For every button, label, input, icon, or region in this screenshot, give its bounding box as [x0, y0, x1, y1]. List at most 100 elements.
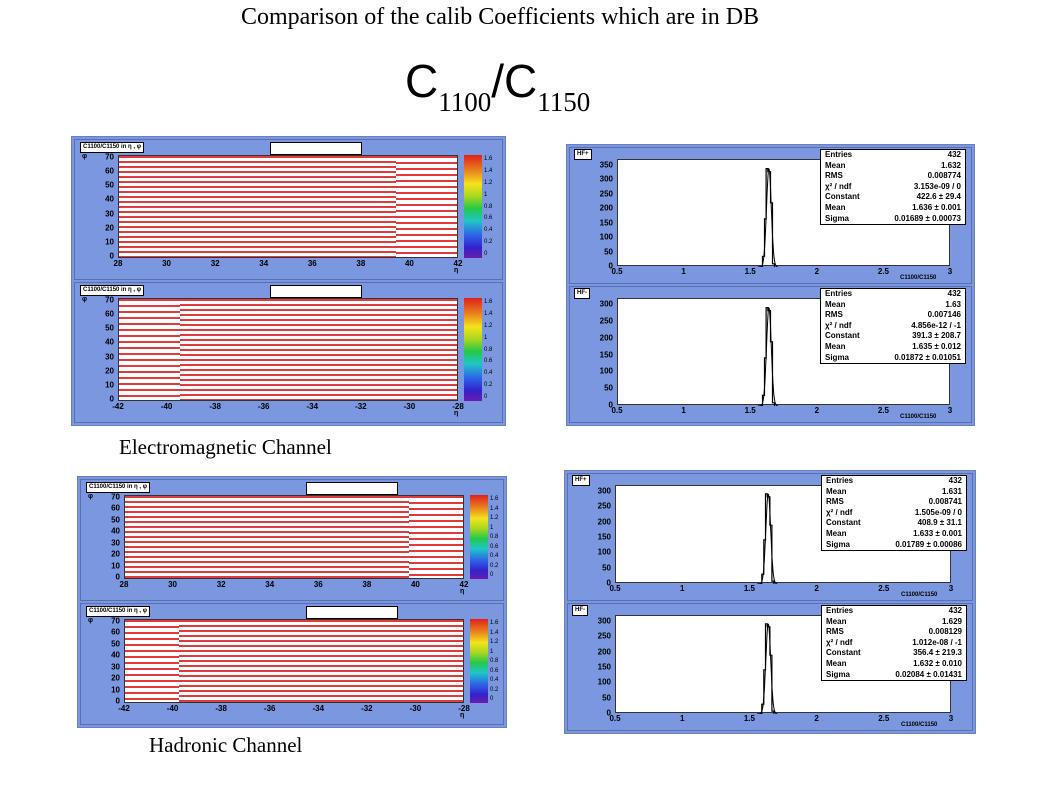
hist-x-tick-label: 1	[679, 584, 685, 593]
map-x-tick-label: -32	[355, 402, 367, 411]
map-y-tick-label: 30	[105, 352, 114, 362]
stats-key: Entries	[826, 606, 854, 615]
em-plus-map: C1100/C1150 in η , φ φ 70 60 50 40 30 20 10 0 28 30…	[74, 139, 503, 280]
map-legend-box	[270, 285, 362, 298]
hist-y-tick-label: 150	[597, 532, 611, 542]
hist-y-tick-label: 300	[597, 486, 611, 496]
hist-y-tick-label: 100	[597, 547, 611, 557]
map-phi-label: φ	[88, 493, 94, 500]
stats-value: 356.4 ± 219.3	[913, 648, 962, 658]
map-phi-label: φ	[82, 153, 88, 160]
map-y-tick-label: 20	[105, 366, 114, 376]
stats-box: Entries 432 Mean 1.63 RMS 0.007146 χ² / ndf 4.8…	[820, 288, 966, 365]
hist-x-tick-label: 1.5	[743, 714, 755, 723]
hist-y-tick-label: 150	[597, 662, 611, 672]
map-title-label: C1100/C1150 in η , φ	[86, 606, 150, 617]
colorbar-tick-label: 0.4	[490, 553, 499, 559]
hist-y-tick-label: 250	[599, 316, 613, 326]
map-x-tick-label: -38	[209, 402, 221, 411]
map-legend-box	[270, 142, 362, 155]
map-eta-label: η	[454, 267, 459, 274]
stats-key: Mean	[825, 341, 846, 351]
map-x-tick-label: 32	[216, 580, 226, 589]
hist-y-tick-label: 100	[599, 232, 613, 242]
stats-row: χ² / ndf 4.856e-12 / -1	[821, 321, 965, 332]
map-x-tick-label: 36	[307, 259, 317, 268]
stats-value: 0.008129	[928, 627, 962, 637]
map-y-tick-label: 60	[105, 309, 114, 319]
hist-y-tick-label: 50	[604, 247, 613, 257]
colorbar-tick-label: 1.2	[484, 322, 493, 329]
hist-y-tick-label: 350	[599, 160, 613, 170]
stats-value: 1.632 ± 0.010	[913, 658, 962, 668]
map-phi-label: φ	[82, 296, 88, 303]
map-phi-label: φ	[88, 617, 94, 624]
colorbar-tick-label: 1.6	[490, 620, 499, 626]
stats-row: Entries 432	[822, 476, 966, 487]
map-y-tick-label: 40	[105, 337, 114, 347]
map-x-tick-label: -40	[160, 402, 173, 411]
colorbar-tick-label: 0.6	[484, 358, 493, 365]
map-y-tick-label: 60	[111, 627, 120, 637]
colorbar-tick-label: 1.4	[484, 167, 493, 174]
stats-box: Entries 432 Mean 1.632 RMS 0.008774 χ² / ndf 3.…	[820, 149, 966, 226]
map-y-tick-label: 30	[111, 538, 120, 548]
map-x-tick-label: -30	[409, 704, 422, 713]
stats-row: χ² / ndf 3.153e-09 / 0	[821, 182, 965, 193]
map-y-tick-label: 30	[111, 662, 120, 672]
map-x-tick-label: 28	[119, 580, 129, 589]
hist-x-tick-label: 0.5	[609, 584, 621, 593]
map-y-tick-label: 40	[111, 650, 120, 660]
em-caption: Electromagnetic Channel	[119, 435, 332, 459]
colorbar-tick-label: 1	[484, 191, 488, 198]
stats-value: 432	[948, 606, 962, 615]
map-legend-box	[306, 606, 398, 619]
hist-y-tick-label: 0	[608, 400, 613, 410]
stats-key: RMS	[825, 310, 843, 320]
colorbar-tick-label: 1.2	[490, 515, 499, 521]
stats-row: χ² / ndf 1.012e-08 / -1	[822, 638, 966, 649]
hist-x-axis-label: C1100/C1150	[901, 592, 938, 598]
hist-y-tick-label: 0	[606, 708, 611, 718]
hist-x-tick-label: 1.5	[744, 267, 756, 276]
map-y-tick-label: 10	[111, 685, 120, 695]
stats-row: Entries 432	[822, 606, 966, 617]
colorbar-tick-label: 0.2	[484, 239, 493, 246]
map-cells	[125, 496, 409, 578]
colorbar-tick-label: 1.4	[484, 310, 493, 317]
map-title-label: C1100/C1150 in η , φ	[80, 285, 144, 296]
map-y-tick-label: 20	[111, 673, 120, 683]
fit-curve	[760, 306, 778, 406]
hist-x-tick-label: 3	[948, 714, 954, 723]
had-caption: Hadronic Channel	[149, 733, 303, 757]
map-title-label: C1100/C1150 in η , φ	[80, 142, 144, 153]
hist-tag: HF+	[572, 475, 590, 486]
map-cells-edge	[125, 620, 180, 702]
colorbar-tick-label: 0	[490, 696, 494, 702]
colorbar-tick-label: 0	[490, 572, 494, 578]
hist-y-tick-label: 50	[604, 383, 613, 393]
map-cells-edge	[396, 156, 457, 257]
stats-value: 1.63	[945, 299, 961, 309]
hist-y-tick-label: 300	[599, 299, 613, 309]
stats-key: Entries	[825, 150, 853, 159]
map-y-tick-label: 0	[109, 251, 114, 261]
map-cells-edge	[119, 299, 180, 400]
stats-value: 1.635 ± 0.012	[912, 341, 961, 351]
map-y-tick-label: 70	[111, 492, 120, 502]
hist-x-tick-label: 1	[681, 267, 686, 276]
colorbar-tick-label: 1.6	[484, 156, 493, 162]
stats-key: Sigma	[826, 669, 851, 679]
map-x-tick-label: -28	[458, 704, 470, 713]
stats-key: Sigma	[825, 213, 850, 223]
stats-key: Sigma	[825, 352, 850, 362]
colorbar-tick-label: 0.4	[490, 677, 499, 683]
map-y-tick-label: 10	[105, 237, 114, 247]
stats-row: RMS 0.008741	[822, 497, 966, 508]
colorbar-tick-label: 0.6	[490, 543, 499, 550]
stats-value: 1.636 ± 0.001	[912, 202, 961, 212]
map-y-tick-label: 0	[115, 696, 120, 706]
fit-curve	[759, 493, 778, 584]
map-y-tick-label: 70	[105, 295, 114, 305]
stats-key: Constant	[825, 331, 860, 341]
